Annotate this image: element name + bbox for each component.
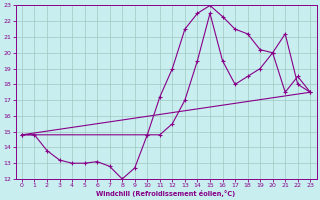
X-axis label: Windchill (Refroidissement éolien,°C): Windchill (Refroidissement éolien,°C) — [96, 190, 236, 197]
